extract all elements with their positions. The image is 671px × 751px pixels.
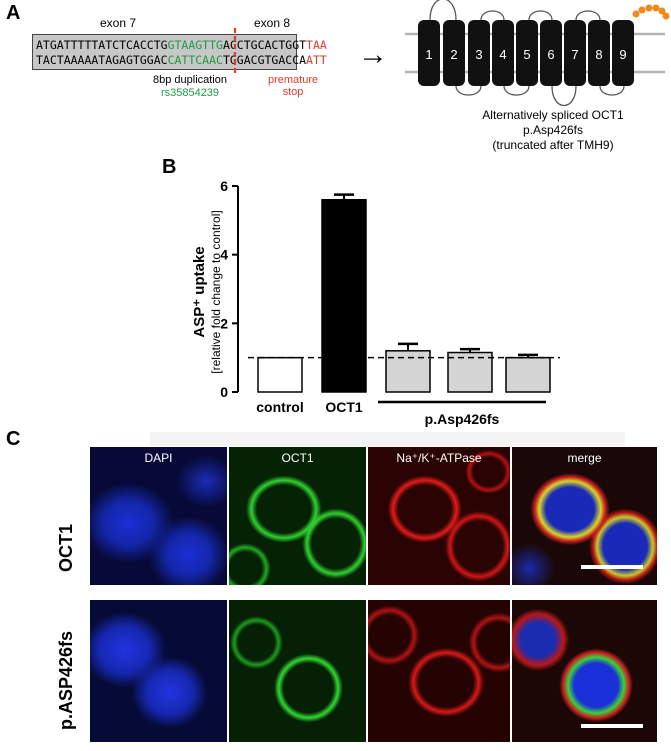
helix-label-4: 4 xyxy=(499,47,506,62)
micrograph-oct1-merge: merge xyxy=(512,447,657,585)
duplication-label: 8bp duplication xyxy=(152,74,227,86)
category-label-control: control xyxy=(256,399,303,415)
micrograph-oct1-oct1: OCT1 xyxy=(229,447,366,585)
helix-label-9: 9 xyxy=(619,47,626,62)
caption-line-2: p.Asp426fs xyxy=(522,123,584,137)
exon8-label: exon 8 xyxy=(254,16,291,30)
sequence-top-strand: ATGATTTTTATCTCACCTGGTAAGTTGACCTGCACTGGTT… xyxy=(36,38,327,52)
bar-2 xyxy=(321,198,367,393)
helix-label-5: 5 xyxy=(523,47,530,62)
helix-1 xyxy=(418,20,440,86)
loop-8-9 xyxy=(599,85,625,96)
helix-3 xyxy=(468,20,490,86)
sequence-box: ATGATTTTTATCTCACCTGGTAAGTTGACCTGCACTGGTT… xyxy=(32,34,327,70)
rsid-label: rs35854239 xyxy=(160,87,220,99)
micrograph-oct1-dapi: DAPI xyxy=(90,447,227,585)
helix-2 xyxy=(443,20,465,86)
panel-c-label: C xyxy=(6,428,21,450)
caption-line-1: Alternatively spliced OCT1 xyxy=(482,108,624,122)
arrow-icon: → xyxy=(358,38,388,71)
scale-bar xyxy=(581,565,643,569)
helix-label-8: 8 xyxy=(595,47,602,62)
loop-7-8 xyxy=(575,10,601,21)
micrograph-p-asp426fs-atpase xyxy=(368,600,510,742)
helix-label-7: 7 xyxy=(571,47,578,62)
truncated-tail xyxy=(632,4,670,20)
helix-9 xyxy=(612,20,634,86)
splice-junction-line xyxy=(233,28,237,76)
y-axis-subtitle: [relative fold change to control] xyxy=(209,210,223,373)
row-label-oct1: OCT1 xyxy=(56,523,76,572)
bar-1 xyxy=(257,356,303,393)
y-tick-label: 4 xyxy=(220,247,228,263)
micrograph-p-asp426fs-dapi xyxy=(90,600,227,742)
helix-label-2: 2 xyxy=(450,47,457,62)
y-axis-title: ASP⁺ uptake xyxy=(191,246,208,337)
loop-5-6 xyxy=(528,10,553,21)
loop-4-5 xyxy=(503,85,530,96)
loop-2-3 xyxy=(455,85,482,96)
channel-label: merge xyxy=(567,451,602,465)
bar-5 xyxy=(505,356,551,393)
y-tick-label: 2 xyxy=(220,315,228,331)
helix-label-6: 6 xyxy=(547,47,554,62)
extracellular-loop xyxy=(429,0,457,21)
helix-5 xyxy=(516,20,538,86)
intracellular-loop xyxy=(551,85,577,106)
micrograph-p-asp426fs-oct1 xyxy=(229,600,366,742)
helix-label-1: 1 xyxy=(425,47,432,62)
channel-label: Na⁺/K⁺-ATPase xyxy=(396,451,482,465)
helix-6 xyxy=(540,20,562,86)
panel-b-label: B xyxy=(162,156,177,178)
category-label-oct1: OCT1 xyxy=(325,399,363,415)
micrograph-p-asp426fs-merge xyxy=(512,600,657,742)
topology-caption: Alternatively spliced OCT1 p.Asp426fs (t… xyxy=(448,108,658,153)
y-tick-label: 6 xyxy=(220,178,228,194)
caption-line-3: (truncated after TMH9) xyxy=(492,138,614,152)
premature-stop-label: premature stop xyxy=(268,74,319,98)
exon7-label: exon 7 xyxy=(100,16,137,30)
helix-7 xyxy=(564,20,586,86)
panel-c-spacer xyxy=(150,432,625,446)
helix-8 xyxy=(588,20,610,86)
y-tick-label: 0 xyxy=(220,384,228,400)
row-label-p-asp426fs: p.ASP426fs xyxy=(56,630,76,730)
group-label: p.Asp426fs xyxy=(425,411,500,427)
sequence-bottom-strand: TACTAAAAATAGAGTGGACCATTCAACTGGACGTGACCAA… xyxy=(36,53,327,67)
bar-4 xyxy=(447,351,493,393)
oct1-topology-diagram: 1 2 3 4 5 6 7 8 9 xyxy=(405,0,670,106)
channel-label: OCT1 xyxy=(281,451,314,465)
panel-a-label: A xyxy=(6,2,21,24)
loop-3-4 xyxy=(480,10,505,21)
helix-4 xyxy=(492,20,514,86)
helix-label-3: 3 xyxy=(475,47,482,62)
scale-bar xyxy=(581,724,643,728)
channel-label: DAPI xyxy=(144,451,173,465)
uptake-bar-chart: 0 2 4 6 ASP⁺ uptake [relative fold change to … xyxy=(191,178,560,427)
micrograph-oct1-atpase: Na⁺/K⁺-ATPase xyxy=(368,447,510,585)
